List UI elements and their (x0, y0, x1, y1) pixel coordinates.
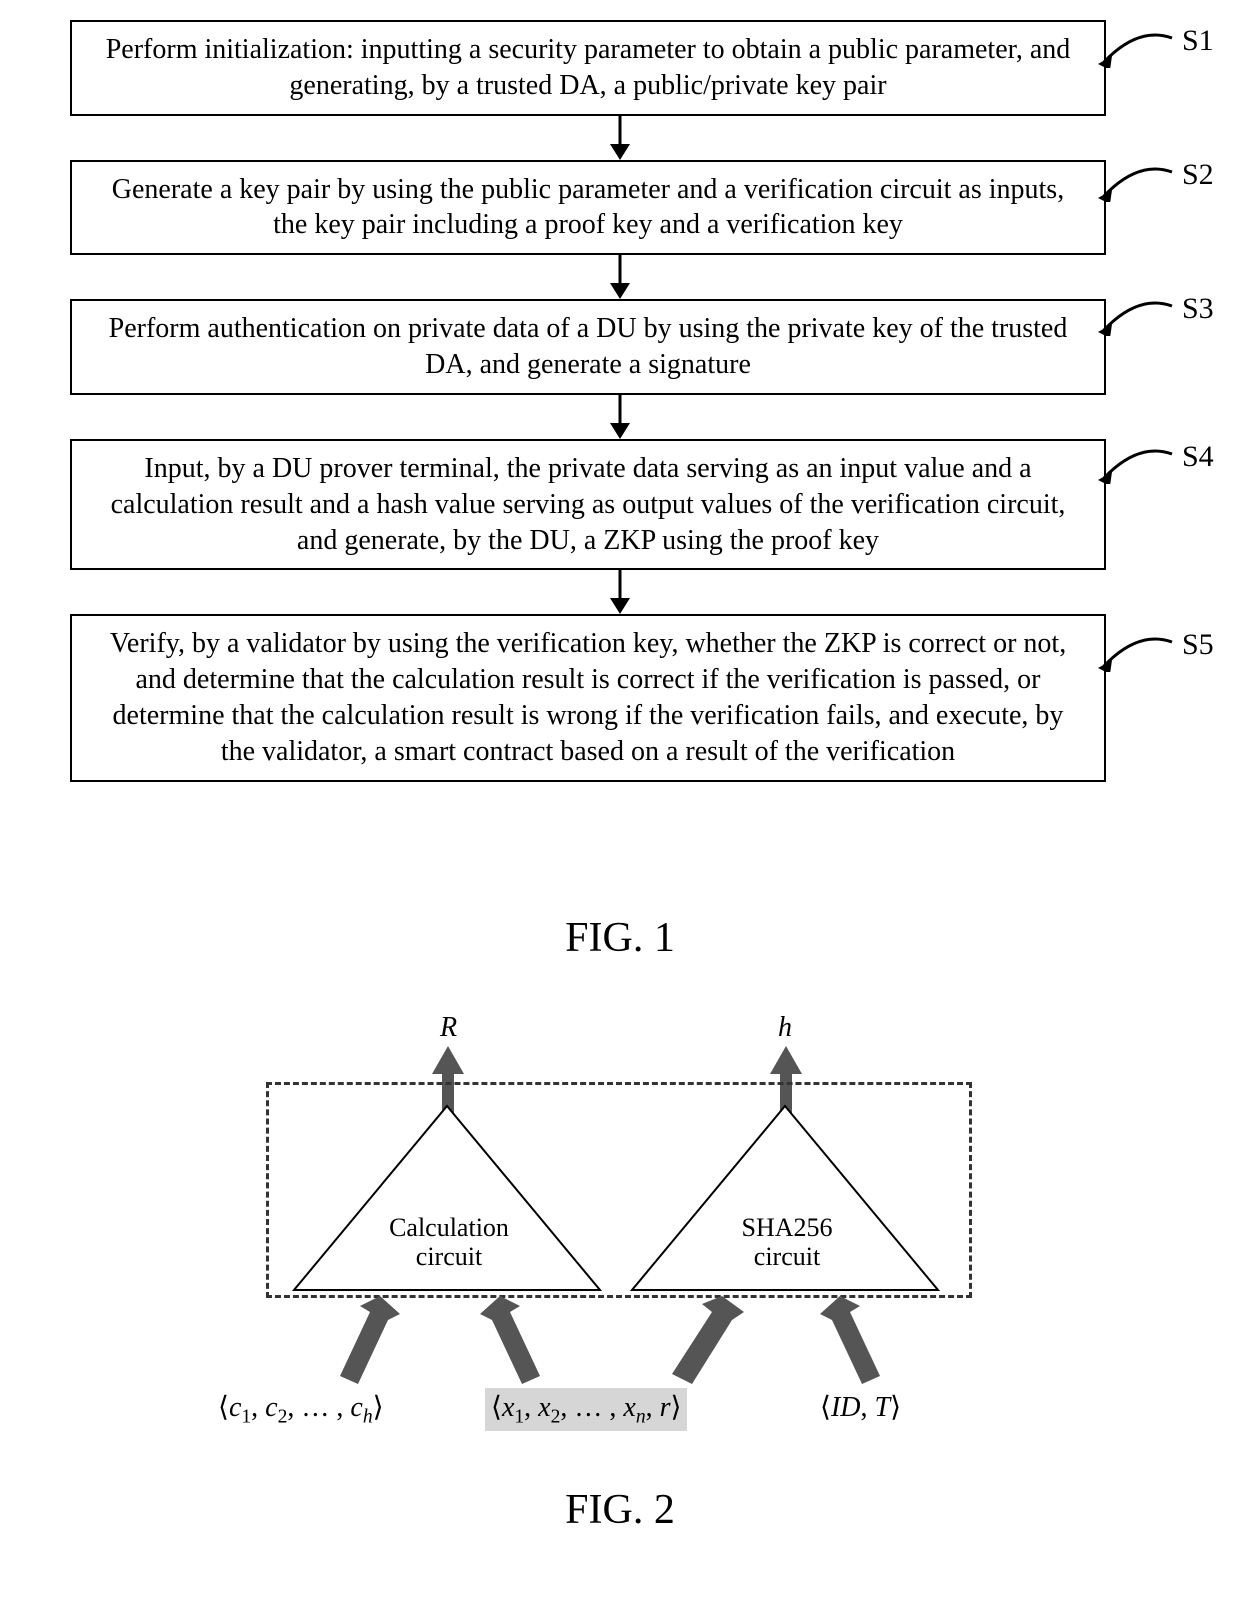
callout-arc-icon (1098, 632, 1178, 672)
arrow-in-icon (476, 1296, 556, 1386)
output-label-R: R (440, 1012, 457, 1044)
step-box-s4: Input, by a DU prover terminal, the priv… (70, 439, 1106, 570)
output-label-h: h (778, 1012, 792, 1044)
step-label-s2: S2 (1182, 158, 1214, 192)
step-text: Verify, by a validator by using the veri… (110, 628, 1066, 766)
step-text: Perform authentication on private data o… (109, 313, 1068, 380)
callout-arc-icon (1098, 162, 1178, 202)
callout-arc-icon (1098, 444, 1178, 484)
step-box-s2: Generate a key pair by using the public … (70, 160, 1106, 256)
flow-arrow (70, 116, 1170, 160)
step-label-s5: S5 (1182, 628, 1214, 662)
step-box-s1: Perform initialization: inputting a secu… (70, 20, 1106, 116)
flow-arrow (70, 570, 1170, 614)
step-text: Perform initialization: inputting a secu… (106, 34, 1071, 101)
sha256-circuit-triangle: SHA256 circuit (628, 1104, 942, 1294)
calc-circuit-label: Calculation circuit (364, 1214, 534, 1271)
callout-arc-icon (1098, 296, 1178, 336)
callout-arc-icon (1098, 28, 1178, 68)
figure-2-label: FIG. 2 (0, 1486, 1240, 1534)
step-box-s3: Perform authentication on private data o… (70, 299, 1106, 395)
step-text: Input, by a DU prover terminal, the priv… (111, 453, 1066, 556)
arrow-in-icon (816, 1296, 896, 1386)
input-label-id: ⟨ID, T⟩ (820, 1390, 901, 1424)
calc-circuit-triangle: Calculation circuit (290, 1104, 604, 1294)
arrow-in-icon (326, 1296, 406, 1386)
step-box-s5: Verify, by a validator by using the veri… (70, 614, 1106, 781)
step-text: Generate a key pair by using the public … (112, 174, 1064, 241)
flowchart: Perform initialization: inputting a secu… (70, 20, 1170, 782)
step-label-s1: S1 (1182, 24, 1214, 58)
flow-arrow (70, 395, 1170, 439)
input-label-x: ⟨x1, x2, … , xn, r⟩ (485, 1388, 687, 1431)
step-label-s3: S3 (1182, 292, 1214, 326)
sha256-circuit-label: SHA256 circuit (712, 1214, 862, 1271)
input-label-c: ⟨c1, c2, … , ch⟩ (218, 1390, 384, 1429)
arrow-in-icon (660, 1296, 750, 1386)
circuit-diagram: R h Calculation circuit SHA256 (230, 1012, 1010, 1472)
page: Perform initialization: inputting a secu… (0, 0, 1240, 1606)
figure-1-label: FIG. 1 (0, 914, 1240, 962)
flow-arrow (70, 255, 1170, 299)
step-label-s4: S4 (1182, 440, 1214, 474)
